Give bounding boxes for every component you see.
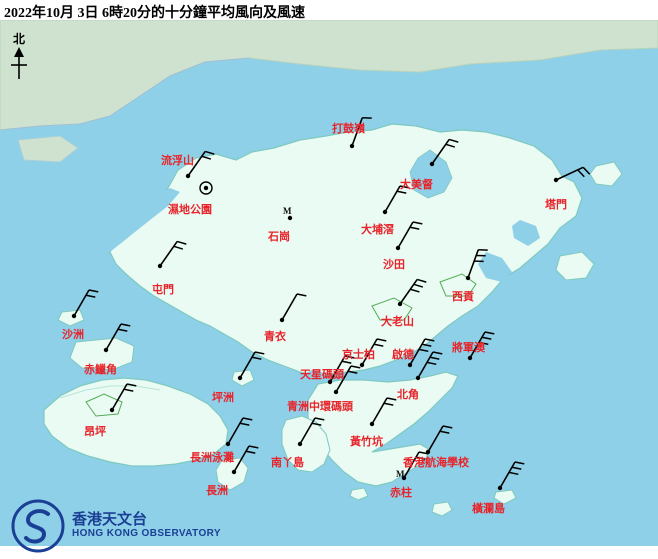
station-label-tseung-kwan-o: 將軍澳 [452,343,485,354]
m-mark-stanley: M [396,469,405,479]
north-arrow: 北 [8,30,30,85]
station-label-king-s-park: 京士柏 [342,350,375,361]
north-arrow-icon [8,47,30,81]
station-label-lau-fau-shan: 流浮山 [161,156,194,167]
wind-barb-wetland-park [204,186,208,190]
hko-logo-chinese: 香港天文台 [72,508,147,529]
station-label-stanley: 赤柱 [390,488,412,499]
station-label-ta-kwu-ling: 打鼓嶺 [332,124,365,135]
station-label-tuen-mun: 屯門 [152,285,174,296]
station-label-ping-chau: 坪洲 [212,393,234,404]
hko-logo-english: HONG KONG OBSERVATORY [72,528,221,539]
station-label-wetland-park: 濕地公園 [168,205,212,216]
station-label-tap-mun: 塔門 [545,200,567,211]
station-label-sai-kung: 西貢 [452,292,474,303]
station-label-tai-mo-shan: 大老山 [381,317,414,328]
m-mark-shek-kong: M [283,206,292,216]
station-label-tai-po-kau: 大埔滘 [361,225,394,236]
station-label-cheung-chau: 長洲 [206,486,228,497]
station-label-wong-chuk-hang: 黃竹坑 [350,437,383,448]
station-label-shek-kong: 石崗 [268,232,290,243]
map-canvas: 北 打鼓嶺流浮山濕地公園 大美督塔門石崗 大埔滘沙田屯門西貢沙洲 大老山青衣赤鱲角 京士… [0,20,658,546]
hko-logo: 香港天文台 HONG KONG OBSERVATORY [10,498,255,556]
station-label-north-point: 北角 [397,390,419,401]
wind-barb-shek-kong [288,216,292,220]
station-label-tai-mei-tuk: 大美督 [400,180,433,191]
station-label-waglan-island: 橫瀾島 [472,504,505,515]
station-label-kai-tak: 啟德 [392,350,414,361]
page-title: 2022年10月 3日 6時20分的十分鐘平均風向及風速 [4,2,305,22]
station-label-chek-lap-kok: 赤鱲角 [84,365,117,376]
station-label-star-ferry: 天星碼頭 [300,370,344,381]
station-label-lamma-island: 南丫島 [271,458,304,469]
station-label-cheung-chau-beach: 長洲泳灘 [190,453,234,464]
station-label-tsing-yi: 青衣 [264,332,286,343]
weather-map-page: 2022年10月 3日 6時20分的十分鐘平均風向及風速 [0,0,658,546]
station-label-sha-chau: 沙洲 [62,330,84,341]
station-label-sha-tin: 沙田 [383,260,405,271]
station-label-ngong-ping: 昂坪 [84,427,106,438]
station-label-hk-sea-school: 香港航海學校 [403,458,469,469]
map-graphic [0,20,658,546]
north-label: 北 [8,30,30,47]
station-label-tsing-yi-cc: 青洲中環碼頭 [287,402,353,413]
